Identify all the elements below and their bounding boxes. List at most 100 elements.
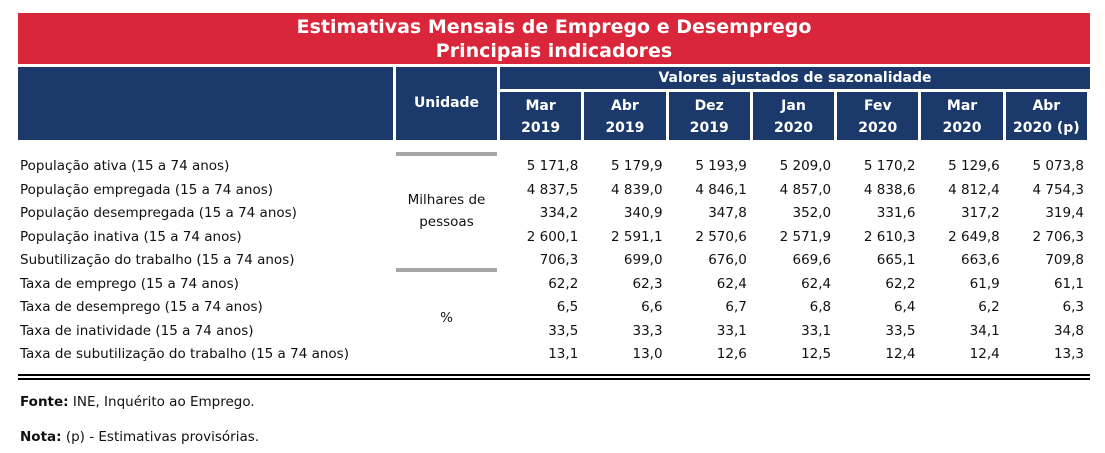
row-value: 2 706,3	[1032, 228, 1084, 245]
header-column: Mar 2020	[921, 92, 1003, 140]
row-value: 5 129,6	[948, 158, 1000, 174]
row-value: 61,1	[1053, 275, 1084, 292]
row-value: 319,4	[1045, 205, 1084, 221]
column-month: Dez	[694, 98, 724, 114]
column-month: Fev	[863, 98, 892, 114]
row-value: 4 812,4	[948, 181, 1000, 198]
table-bottom-rule	[18, 374, 1090, 376]
row-value: 5 179,9	[611, 158, 663, 174]
row-value: 62,3	[632, 275, 663, 292]
row-value: 2 600,1	[526, 228, 579, 245]
row-label: População empregada (15 a 74 anos)	[20, 181, 274, 198]
row-value: 669,6	[792, 252, 832, 268]
row-value: 34,1	[969, 322, 1000, 339]
row-value: 34,8	[1053, 322, 1084, 339]
title-line-1: Estimativas Mensais de Emprego e Desempr…	[296, 16, 812, 38]
row-value: 12,4	[969, 346, 1000, 362]
row-value: 13,3	[1053, 346, 1084, 362]
header-column: Fev 2020	[837, 92, 919, 140]
row-label: Taxa de desemprego (15 a 74 anos)	[20, 299, 263, 315]
row-value: 12,5	[801, 346, 832, 362]
row-value: 2 591,1	[611, 228, 663, 245]
row-value: 676,0	[708, 252, 747, 268]
unit-divider	[396, 268, 497, 272]
row-label: Taxa de emprego (15 a 74 anos)	[20, 275, 239, 292]
header-column: Abr 2019	[584, 92, 666, 140]
footer-source: Fonte: INE, Inquérito ao Emprego.	[20, 394, 255, 410]
row-value: 347,8	[708, 205, 747, 221]
note-text: (p) - Estimativas provisórias.	[61, 429, 260, 445]
header-column: Dez 2019	[668, 92, 750, 140]
header-column: Abr 2020 (p)	[1005, 92, 1087, 140]
row-value: 340,9	[623, 205, 663, 221]
column-month: Jan	[781, 98, 806, 114]
row-value: 62,2	[885, 275, 916, 292]
header-unit-cell: Unidade	[396, 67, 497, 140]
row-value: 4 839,0	[611, 181, 663, 198]
row-value: 62,4	[716, 275, 747, 292]
column-year: 2019	[521, 120, 561, 136]
row-value: 6,5	[556, 299, 579, 315]
column-year: 2019	[689, 120, 729, 136]
column-year: 2020	[942, 120, 982, 136]
header-group-cell: Valores ajustados de sazonalidade	[500, 67, 1090, 89]
row-value: 62,2	[548, 275, 579, 292]
row-value: 33,1	[801, 322, 832, 339]
row-value: 4 838,6	[863, 181, 916, 198]
row-value: 13,1	[548, 346, 579, 362]
row-value: 5 209,0	[779, 158, 832, 174]
column-month: Mar	[525, 98, 556, 114]
column-year: 2020	[774, 120, 813, 136]
row-value: 12,4	[885, 346, 916, 362]
row-value: 61,9	[969, 275, 1000, 292]
row-value: 33,5	[548, 322, 579, 339]
note-label: Nota:	[20, 429, 62, 445]
row-value: 4 857,0	[779, 181, 832, 198]
row-value: 6,2	[978, 299, 1000, 315]
row-value: 2 649,8	[948, 228, 1000, 245]
table-bottom-rule	[18, 378, 1090, 380]
row-value: 4 846,1	[695, 181, 747, 198]
row-value: 5 171,8	[526, 158, 579, 174]
unit-percent: %	[440, 310, 453, 326]
row-value: 5 170,2	[863, 158, 916, 174]
column-month: Abr	[611, 98, 639, 114]
header-unit-label: Unidade	[413, 95, 480, 111]
row-value: 2 571,9	[779, 228, 832, 245]
column-year: 2020	[858, 120, 898, 136]
row-value: 6,8	[809, 299, 832, 315]
header-column: Jan 2020	[752, 92, 835, 140]
source-text: INE, Inquérito ao Emprego.	[68, 394, 255, 410]
column-year: 2020 (p)	[1013, 120, 1080, 136]
source-label: Fonte:	[20, 394, 69, 410]
row-value: 13,0	[632, 346, 663, 362]
row-value: 4 837,5	[526, 181, 579, 198]
column-month: Mar	[946, 98, 978, 114]
column-year: 2019	[605, 120, 645, 136]
row-value: 709,8	[1045, 252, 1084, 268]
row-value: 62,4	[801, 275, 832, 292]
row-value: 6,6	[641, 299, 663, 315]
row-value: 352,0	[792, 205, 832, 221]
row-label: Taxa de inatividade (15 a 74 anos)	[20, 322, 254, 339]
row-value: 6,7	[725, 299, 747, 315]
row-value: 665,1	[876, 252, 916, 268]
row-value: 706,3	[539, 252, 579, 268]
row-value: 2 570,6	[695, 228, 747, 245]
row-value: 5 073,8	[1032, 158, 1084, 174]
row-value: 12,6	[716, 346, 747, 362]
header-indicator-cell	[18, 67, 393, 140]
header-group-label: Valores ajustados de sazonalidade	[658, 70, 932, 86]
row-label: Subutilização do trabalho (15 a 74 anos)	[20, 252, 295, 268]
row-value: 4 754,3	[1032, 181, 1084, 198]
row-label: População desempregada (15 a 74 anos)	[20, 205, 297, 221]
column-month: Abr	[1032, 98, 1061, 114]
title-line-2: Principais indicadores	[435, 40, 673, 62]
header-column: Mar 2019	[500, 92, 582, 140]
row-value: 331,6	[876, 205, 916, 221]
footer-note: Nota: (p) - Estimativas provisórias.	[20, 429, 259, 445]
row-value: 33,1	[716, 322, 747, 339]
row-value: 663,6	[961, 252, 1000, 268]
row-label: População inativa (15 a 74 anos)	[20, 228, 242, 245]
row-value: 2 610,3	[863, 228, 916, 245]
